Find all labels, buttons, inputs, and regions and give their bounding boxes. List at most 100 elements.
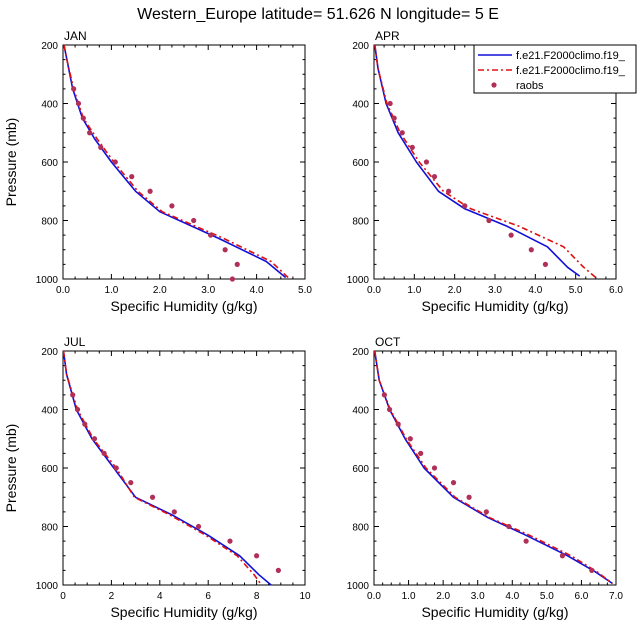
- x-tick-label-oct: 2.0: [436, 591, 450, 602]
- raobs-point-apr: [508, 232, 514, 238]
- x-tick-label-jul: 2: [109, 591, 115, 602]
- y-tick-label-jul: 800: [41, 523, 58, 534]
- y-tick-label-oct: 200: [352, 347, 369, 358]
- raobs-point-oct: [483, 509, 489, 515]
- raobs-point-jul: [171, 509, 177, 515]
- model1-line-oct: [373, 350, 613, 585]
- x-axis-label-oct: Specific Humidity (g/kg): [421, 604, 568, 620]
- raobs-point-apr: [462, 203, 468, 209]
- model2-line-apr: [374, 44, 597, 279]
- y-tick-label-jan: 600: [41, 158, 58, 169]
- x-axis-label-jul: Specific Humidity (g/kg): [110, 604, 257, 620]
- raobs-point-oct: [450, 480, 457, 486]
- panel-label-jan: JAN: [64, 29, 87, 43]
- raobs-point-oct: [559, 553, 566, 559]
- y-tick-label-jul: 600: [41, 464, 58, 475]
- x-tick-label-oct: 0.0: [367, 591, 381, 602]
- raobs-point-jul: [91, 436, 98, 442]
- x-tick-label-apr: 0.0: [367, 285, 381, 296]
- legend-marker-raobs: [491, 82, 497, 88]
- y-tick-label-apr: 200: [352, 41, 369, 52]
- panel-oct: OCT 0.0 1.0 2.0 3.0 4.0 5.0 6.0 7.0 200 400 600 800 1…: [347, 335, 624, 620]
- y-tick-label-oct: 800: [352, 523, 369, 534]
- x-tick-label-apr: 6.0: [609, 285, 623, 296]
- panel-label-apr: APR: [375, 29, 400, 43]
- raobs-point-apr: [542, 261, 549, 267]
- x-tick-label-jul: 0: [60, 591, 66, 602]
- model1-line-jul: [62, 350, 272, 586]
- y-axis-label-jul: Pressure (mb): [3, 424, 19, 513]
- raobs-point-jan: [87, 130, 93, 136]
- y-tick-label-jan: 200: [41, 41, 58, 52]
- x-axis-label-jan: Specific Humidity (g/kg): [110, 298, 257, 314]
- raobs-point-jan: [80, 115, 86, 121]
- x-tick-label-apr: 1.0: [407, 285, 421, 296]
- x-tick-label-oct: 1.0: [402, 591, 416, 602]
- model2-line-jan: [63, 44, 289, 279]
- raobs-point-jan: [129, 174, 135, 180]
- raobs-point-oct: [407, 436, 413, 442]
- legend-label: f.e21.F2000climo.f19_: [516, 50, 626, 62]
- x-tick-label-jul: 6: [205, 591, 211, 602]
- raobs-point-jan: [112, 159, 118, 165]
- panel-jul: JUL 0 2 4 6 8 10 200 400 600 800 1000 Specific Humid…: [3, 335, 311, 620]
- x-tick-label-jan: 0.0: [56, 285, 70, 296]
- raobs-point-jul: [195, 523, 202, 530]
- raobs-point-jul: [101, 450, 107, 456]
- raobs-point-jul: [275, 567, 281, 573]
- raobs-point-jan: [208, 232, 214, 238]
- raobs-point-oct: [589, 567, 595, 573]
- y-tick-label-apr: 800: [352, 217, 369, 228]
- panel-jan: JAN 0.0 1.0 2.0 3.0 4.0 5.0 200 400 600 800 1000 Spe…: [3, 29, 312, 314]
- raobs-point-oct: [506, 523, 512, 530]
- raobs-point-apr: [387, 100, 393, 107]
- x-tick-label-apr: 2.0: [448, 285, 462, 296]
- x-tick-label-apr: 5.0: [569, 285, 583, 296]
- y-tick-label-jul: 1000: [36, 581, 59, 592]
- model1-line-jan: [63, 44, 287, 279]
- raobs-point-oct: [418, 450, 424, 456]
- y-tick-label-apr: 600: [352, 158, 369, 169]
- y-tick-label-apr: 1000: [347, 275, 370, 286]
- raobs-point-jan: [98, 144, 104, 150]
- model2-line-oct: [373, 350, 613, 585]
- raobs-point-oct: [395, 421, 401, 427]
- raobs-point-jul: [82, 421, 88, 427]
- raobs-point-jul: [113, 465, 119, 471]
- legend-box: [473, 44, 637, 94]
- x-tick-label-jul: 8: [254, 591, 260, 602]
- raobs-point-apr: [399, 130, 405, 136]
- panels-group: JAN 0.0 1.0 2.0 3.0 4.0 5.0 200 400 600 800 1000 Spe…: [3, 29, 623, 620]
- raobs-point-jul: [227, 538, 233, 544]
- raobs-point-oct: [466, 494, 472, 500]
- raobs-point-jan: [222, 247, 228, 253]
- x-tick-label-jul: 10: [299, 591, 311, 602]
- x-tick-label-jan: 3.0: [201, 285, 215, 296]
- raobs-point-jan: [147, 188, 153, 194]
- raobs-point-jan: [169, 203, 175, 209]
- y-tick-label-oct: 1000: [347, 581, 370, 592]
- raobs-point-jul: [149, 494, 156, 500]
- x-tick-label-oct: 3.0: [471, 591, 485, 602]
- raobs-point-apr: [528, 247, 534, 253]
- raobs-point-jul: [128, 480, 134, 486]
- raobs-point-oct: [386, 406, 393, 413]
- panel-label-oct: OCT: [375, 335, 401, 349]
- x-tick-label-apr: 4.0: [528, 285, 542, 296]
- x-tick-label-apr: 3.0: [488, 285, 502, 296]
- raobs-point-apr: [446, 188, 452, 194]
- y-tick-label-jan: 400: [41, 100, 58, 111]
- panel-label-jul: JUL: [64, 335, 86, 349]
- x-tick-label-jul: 4: [157, 591, 163, 602]
- y-tick-label-jan: 1000: [36, 275, 59, 286]
- x-tick-label-jan: 2.0: [153, 285, 167, 296]
- raobs-point-apr: [486, 217, 492, 224]
- x-tick-label-oct: 5.0: [540, 591, 554, 602]
- legend: f.e21.F2000climo.f19_ f.e21.F2000climo.f1…: [473, 44, 637, 94]
- legend-label: f.e21.F2000climo.f19_: [516, 65, 626, 77]
- raobs-point-jan: [75, 100, 82, 107]
- raobs-point-jan: [234, 261, 240, 267]
- raobs-point-jan: [71, 86, 77, 92]
- x-tick-label-oct: 7.0: [609, 591, 623, 602]
